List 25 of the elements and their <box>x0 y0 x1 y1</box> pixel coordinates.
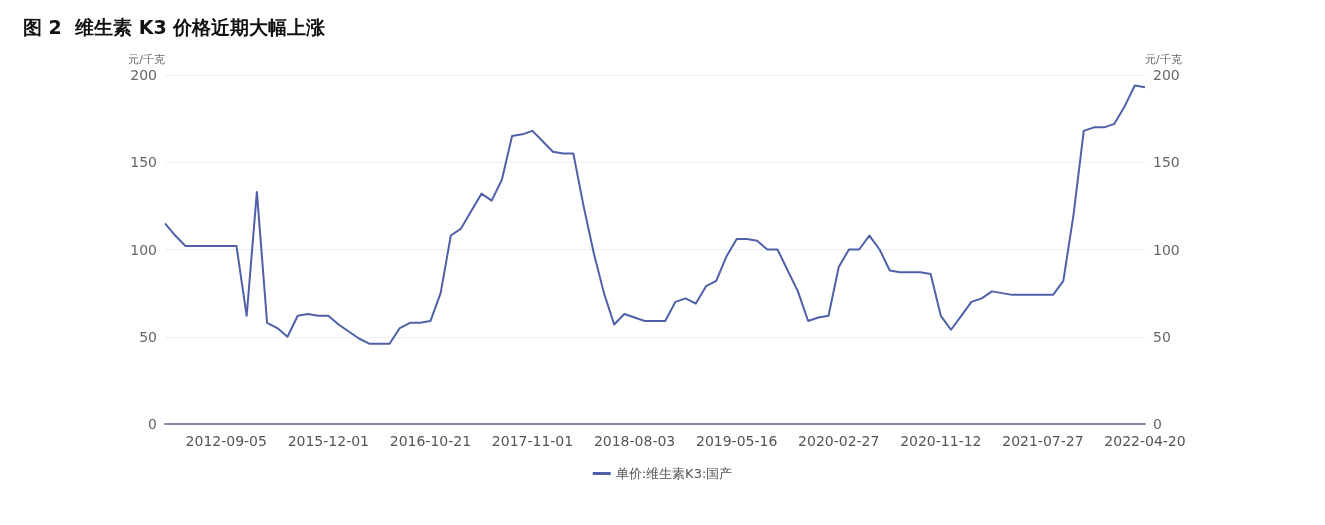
chart-title: 图 2 维生素 K3 价格近期大幅上涨 <box>23 15 327 38</box>
y2-tick-label: 0 <box>1153 416 1162 432</box>
y-tick-label: 200 <box>130 67 157 83</box>
x-tick-label: 2015-12-01 <box>287 433 370 449</box>
x-tick-label: 2018-08-03 <box>593 433 676 449</box>
y2-tick-label: 150 <box>1153 154 1180 171</box>
y-tick-label: 50 <box>139 328 157 345</box>
y-tick-label: 0 <box>148 416 157 432</box>
y-tick-label: 100 <box>130 241 157 258</box>
y-tick-label: 150 <box>130 154 157 171</box>
x-tick-label: 2012-09-05 <box>185 433 267 449</box>
line-series <box>164 84 1146 345</box>
x-tick-label: 2019-05-16 <box>695 433 778 449</box>
x-tick-label: 2020-11-12 <box>900 433 982 449</box>
x-tick-label: 2022-04-20 <box>1104 433 1186 449</box>
y2-tick-label: 100 <box>1153 241 1180 258</box>
x-tick-label: 2017-11-01 <box>491 433 574 449</box>
x-tick-label: 2021-07-27 <box>1002 433 1084 449</box>
legend-label: 单价:维生素K3:国产 <box>615 466 733 481</box>
y2-axis-title: 元/千克 <box>1145 53 1182 66</box>
x-tick-label: 2016-10-21 <box>389 433 472 449</box>
x-tick-label: 2020-02-27 <box>798 433 880 449</box>
y2-tick-label: 50 <box>1153 328 1171 345</box>
y-axis-title: 元/千克 <box>128 53 165 66</box>
y2-tick-label: 200 <box>1153 67 1180 83</box>
